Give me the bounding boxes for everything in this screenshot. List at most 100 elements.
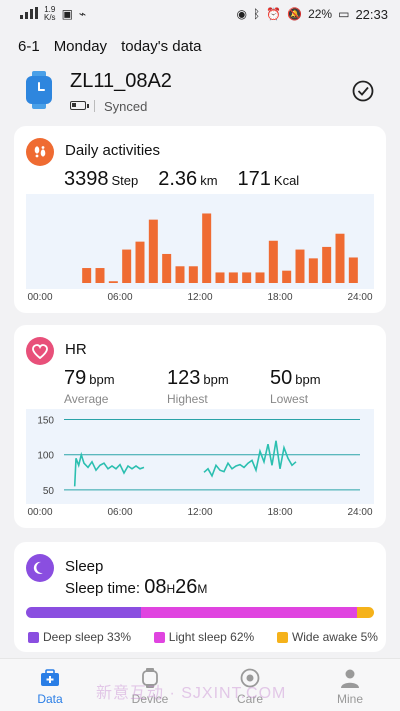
activity-bar bbox=[348, 257, 358, 283]
weekday: Monday bbox=[53, 38, 108, 55]
hr-chart-area: 150 100 50 bbox=[26, 409, 374, 504]
legend-label: Wide awake 5% bbox=[291, 630, 378, 644]
bluetooth-icon: ᛒ bbox=[252, 7, 261, 21]
activity-bar bbox=[202, 213, 212, 283]
sleep-legend: Deep sleep 33% Light sleep 62% Wide awake … bbox=[28, 630, 378, 644]
tab-label: Device bbox=[131, 692, 169, 706]
tab-label: Data bbox=[37, 692, 63, 706]
tab-bar: Data Device Care Mine bbox=[0, 658, 400, 711]
legend-item: Wide awake 5% bbox=[276, 630, 378, 644]
activity-chart-area bbox=[26, 194, 374, 289]
activity-bar bbox=[308, 258, 318, 283]
distance-stat: 2.36 km bbox=[158, 168, 218, 190]
legend-item: Light sleep 62% bbox=[153, 630, 255, 644]
hr-card[interactable]: HR 79 bpm Average 123 bpm Highest 50 bpm Lo… bbox=[14, 325, 386, 528]
battery-icon: ▭ bbox=[338, 7, 350, 21]
activity-bar bbox=[242, 272, 252, 283]
activities-card[interactable]: Daily activities 3398 Step 2.36 km 171 Kcal… bbox=[14, 126, 386, 313]
date: 6-1 bbox=[18, 38, 40, 55]
hr-y-tick-label: 150 bbox=[37, 416, 54, 427]
watch-icon bbox=[142, 668, 158, 688]
sleep-bar-segment bbox=[140, 607, 357, 618]
heart-icon bbox=[26, 337, 54, 365]
activity-bar bbox=[135, 241, 145, 283]
mute-icon: 🔕 bbox=[287, 7, 303, 21]
divider bbox=[94, 100, 95, 112]
activity-bar bbox=[268, 240, 278, 283]
activity-bar bbox=[162, 253, 172, 283]
person-icon bbox=[341, 669, 359, 688]
x-tick-label: 00:00 bbox=[27, 292, 53, 303]
battery-percent: 22% bbox=[308, 7, 333, 21]
x-tick-label: 06:00 bbox=[107, 507, 133, 518]
sleep-card[interactable]: Sleep Sleep time: 08H26M Deep sleep 33% L… bbox=[14, 542, 386, 652]
status-left: 1.9 K/s ▣ ⌁ bbox=[20, 6, 86, 22]
hr-x-axis: 00:00 06:00 12:00 18:00 24:00 bbox=[26, 507, 374, 521]
usb-icon: ⌁ bbox=[78, 7, 87, 21]
notification-icon: ▣ bbox=[61, 7, 73, 21]
x-tick-label: 00:00 bbox=[27, 507, 53, 518]
activity-stats: 3398 Step 2.36 km 171 Kcal bbox=[64, 168, 299, 191]
status-bar: 1.9 K/s ▣ ⌁ ◉ ᛒ ⏰ 🔕 22% ▭ 22:33 bbox=[0, 0, 400, 28]
watch-icon bbox=[26, 71, 52, 109]
activity-bar bbox=[322, 246, 332, 283]
activity-bar bbox=[95, 268, 105, 283]
moon-icon bbox=[26, 554, 54, 582]
x-tick-label: 06:00 bbox=[107, 292, 133, 303]
device-row[interactable]: ZL11_08A2 Synced bbox=[22, 68, 382, 118]
activity-bar bbox=[82, 268, 92, 283]
tab-label: Mine bbox=[336, 692, 363, 706]
device-name: ZL11_08A2 bbox=[70, 70, 172, 92]
sleep-bar bbox=[26, 607, 374, 618]
legend-item: Deep sleep 33% bbox=[28, 630, 131, 644]
hr-series-line bbox=[73, 451, 145, 487]
x-tick-label: 12:00 bbox=[187, 292, 213, 303]
activity-bar bbox=[228, 272, 238, 283]
check-circle-icon[interactable] bbox=[352, 80, 374, 102]
x-tick-label: 12:00 bbox=[187, 507, 213, 518]
activity-bar bbox=[295, 249, 305, 283]
calories-stat: 171 Kcal bbox=[237, 168, 300, 190]
hr-title: HR bbox=[65, 341, 87, 358]
status-right: ◉ ᛒ ⏰ 🔕 22% ▭ 22:33 bbox=[236, 7, 388, 22]
tab-label: Care bbox=[236, 692, 263, 706]
hr-average: 79 bpm Average bbox=[64, 367, 115, 406]
alarm-icon: ⏰ bbox=[266, 7, 282, 21]
legend-label: Light sleep 62% bbox=[168, 630, 255, 644]
activity-x-axis: 00:00 06:00 12:00 18:00 24:00 bbox=[26, 292, 374, 306]
legend-swatch bbox=[276, 631, 288, 643]
hr-series-line bbox=[203, 440, 297, 478]
legend-swatch bbox=[28, 631, 39, 643]
tab-care[interactable]: Care bbox=[200, 659, 300, 711]
activities-title: Daily activities bbox=[65, 142, 161, 159]
x-tick-label: 24:00 bbox=[347, 507, 373, 518]
hr-y-tick-label: 50 bbox=[43, 486, 55, 497]
date-header: 6-1 Monday today's data bbox=[18, 38, 201, 55]
activity-bar bbox=[122, 249, 132, 283]
x-tick-label: 18:00 bbox=[267, 292, 293, 303]
sleep-title: Sleep bbox=[65, 558, 104, 575]
sleep-bar-segment bbox=[356, 607, 374, 618]
watermark: 新意互动 · SJXINT.COM bbox=[96, 685, 287, 702]
hr-highest: 123 bpm Highest bbox=[167, 367, 229, 406]
x-tick-label: 24:00 bbox=[347, 292, 373, 303]
tab-device[interactable]: Device bbox=[100, 659, 200, 711]
sync-status: Synced bbox=[104, 99, 148, 114]
activity-bar bbox=[282, 270, 292, 283]
footprints-icon bbox=[26, 138, 54, 166]
tab-mine[interactable]: Mine bbox=[300, 659, 400, 711]
activity-bar bbox=[335, 233, 345, 283]
signal-icon bbox=[20, 6, 38, 22]
hr-y-tick-label: 100 bbox=[37, 451, 54, 462]
data-icon bbox=[41, 669, 59, 686]
activity-bar bbox=[255, 272, 265, 283]
steps-stat: 3398 Step bbox=[64, 168, 139, 190]
activity-bar bbox=[175, 266, 185, 283]
tab-data[interactable]: Data bbox=[0, 659, 100, 711]
speed-indicator: 1.9 K/s bbox=[44, 5, 56, 22]
activity-bar bbox=[148, 219, 158, 283]
legend-swatch bbox=[153, 631, 165, 643]
activity-bar bbox=[215, 272, 225, 283]
hr-lowest: 50 bpm Lowest bbox=[270, 367, 321, 406]
activity-chart bbox=[82, 213, 358, 283]
